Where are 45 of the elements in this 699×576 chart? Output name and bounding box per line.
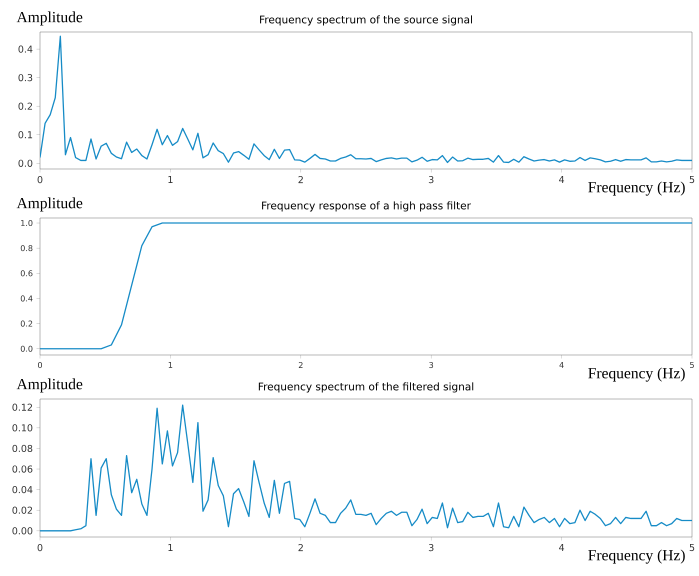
x-tick-label: 2: [298, 362, 303, 368]
x-tick-label: 0: [38, 544, 42, 552]
x-tick-label: 4: [559, 362, 564, 368]
y-tick-label: 0.8: [20, 245, 32, 252]
x-tick-label: 3: [428, 176, 434, 184]
x-tick-label: 0: [38, 362, 42, 368]
x-tick-label: 3: [429, 362, 434, 368]
x-axis-title: Frequency (Hz): [588, 550, 685, 564]
y-tick-label: 0.2: [18, 102, 32, 110]
x-tick-label: 5: [690, 176, 694, 184]
x-tick-label: 4: [559, 176, 564, 183]
y-tick-label: 0.4: [18, 46, 32, 53]
chart-title: Frequency spectrum of the filtered signal: [258, 382, 474, 393]
x-axis-title: Frequency (Hz): [588, 182, 685, 196]
y-axis-title: Amplitude: [16, 197, 82, 212]
x-tick-label: 2: [298, 176, 303, 184]
x-tick-label: 1: [168, 544, 173, 551]
x-tick-label: 1: [168, 362, 172, 368]
y-tick-label: 0.08: [12, 444, 32, 452]
x-tick-label: 0: [38, 176, 42, 184]
y-tick-label: 0.02: [12, 506, 32, 514]
y-tick-label: 0.06: [12, 465, 32, 473]
y-axis-title: Amplitude: [16, 11, 82, 26]
x-tick-label: 2: [298, 544, 303, 552]
y-tick-label: 0.0: [20, 346, 32, 352]
y-tick-label: 0.6: [20, 270, 32, 276]
y-tick-label: 0.4: [20, 295, 33, 302]
y-axis-title: Amplitude: [16, 378, 82, 392]
y-tick-label: 0.04: [12, 486, 32, 494]
y-tick-label: 0.3: [18, 74, 32, 82]
y-tick-label: 0.00: [12, 527, 32, 534]
y-tick-label: 1.0: [21, 220, 32, 226]
x-tick-label: 3: [428, 544, 434, 552]
x-tick-label: 5: [690, 544, 694, 552]
x-axis-title: Frequency (Hz): [588, 368, 685, 382]
x-tick-label: 1: [168, 176, 173, 183]
y-tick-label: 0.12: [12, 404, 32, 411]
chart-title: Frequency response of a high pass filter: [262, 201, 471, 212]
x-tick-label: 4: [559, 544, 564, 551]
y-tick-label: 0.2: [20, 320, 32, 327]
x-tick-label: 5: [690, 362, 694, 368]
y-tick-label: 0.1: [18, 131, 32, 138]
chart-title: Frequency spectrum of the source signal: [260, 15, 472, 26]
y-tick-label: 0.10: [12, 424, 32, 432]
y-tick-label: 0.0: [18, 160, 32, 167]
